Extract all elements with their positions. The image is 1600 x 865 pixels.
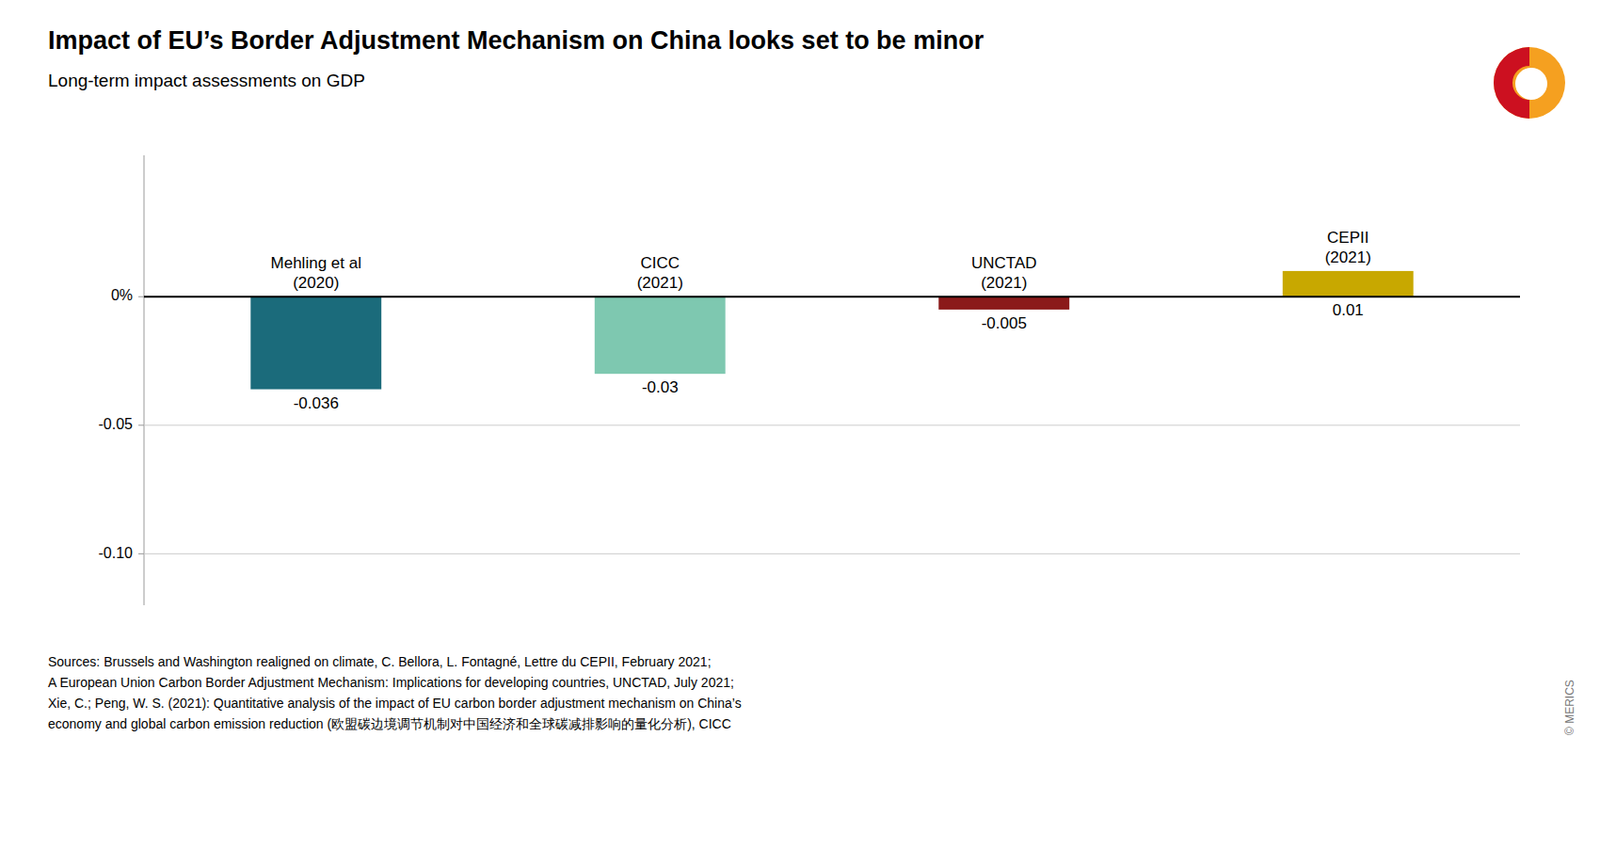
background bbox=[0, 0, 1600, 865]
logo-ring bbox=[1493, 47, 1566, 119]
y-tick-label: -0.10 bbox=[98, 544, 134, 561]
grid-line bbox=[144, 553, 1520, 555]
logo bbox=[1493, 47, 1566, 119]
y-axis bbox=[144, 155, 145, 606]
bar bbox=[1282, 271, 1414, 297]
data-label: 0.01 bbox=[1332, 301, 1364, 320]
y-tick-label: -0.05 bbox=[98, 416, 134, 432]
category-label: CICC(2021) bbox=[637, 254, 684, 292]
logo-hole bbox=[1515, 67, 1548, 100]
grid-line bbox=[144, 424, 1520, 426]
chart: Impact of EU’s Border Adjustment Mechani… bbox=[0, 0, 1600, 865]
category-label: Mehling et al(2020) bbox=[271, 254, 362, 292]
y-tick-label: 0% bbox=[111, 287, 133, 304]
y-tick bbox=[138, 296, 144, 298]
zero-line bbox=[144, 295, 1520, 298]
category-label: CEPII(2021) bbox=[1325, 228, 1372, 267]
data-label: -0.036 bbox=[293, 394, 339, 413]
y-tick bbox=[138, 424, 144, 426]
bar bbox=[938, 296, 1070, 310]
y-tick bbox=[138, 553, 144, 555]
bar bbox=[250, 296, 382, 389]
subtitle: Long-term impact assessments on GDP bbox=[48, 70, 366, 91]
data-label: -0.005 bbox=[981, 314, 1027, 333]
title: Impact of EU’s Border Adjustment Mechani… bbox=[48, 26, 985, 55]
sources: Sources: Brussels and Washington realign… bbox=[48, 654, 742, 732]
bar bbox=[594, 296, 726, 374]
data-label: -0.03 bbox=[641, 378, 679, 397]
bars bbox=[250, 271, 1413, 390]
credit: © MERICS bbox=[1563, 679, 1577, 736]
category-label: UNCTAD(2021) bbox=[971, 254, 1038, 292]
